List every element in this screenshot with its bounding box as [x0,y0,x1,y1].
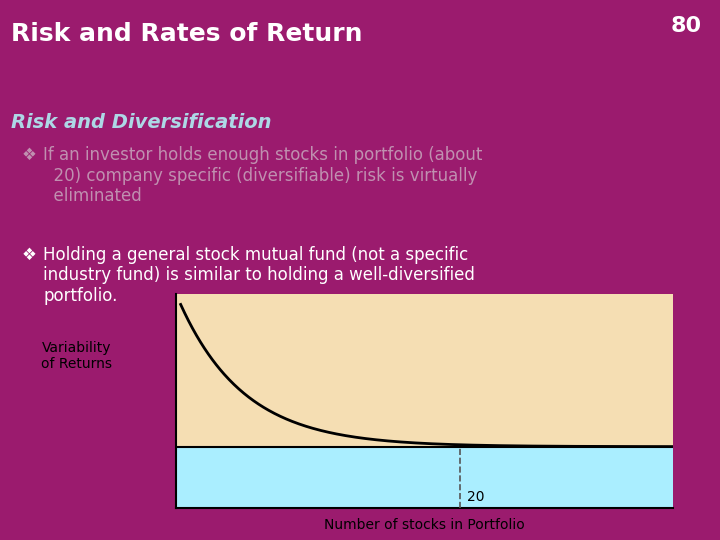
Text: Holding a general stock mutual fund (not a specific
industry fund) is similar to: Holding a general stock mutual fund (not… [43,246,475,305]
Text: Risk and Rates of Return: Risk and Rates of Return [11,22,362,45]
Text: ❖: ❖ [22,246,37,264]
Text: If an investor holds enough stocks in portfolio (about
  20) company specific (d: If an investor holds enough stocks in po… [43,146,482,205]
Text: 20: 20 [467,490,485,503]
Text: Risk and Diversification: Risk and Diversification [11,113,271,132]
Text: Number of stocks in Portfolio: Number of stocks in Portfolio [325,518,525,532]
Text: ❖: ❖ [22,146,37,164]
Text: 80: 80 [671,16,702,36]
Text: Variability
of Returns: Variability of Returns [40,341,112,372]
